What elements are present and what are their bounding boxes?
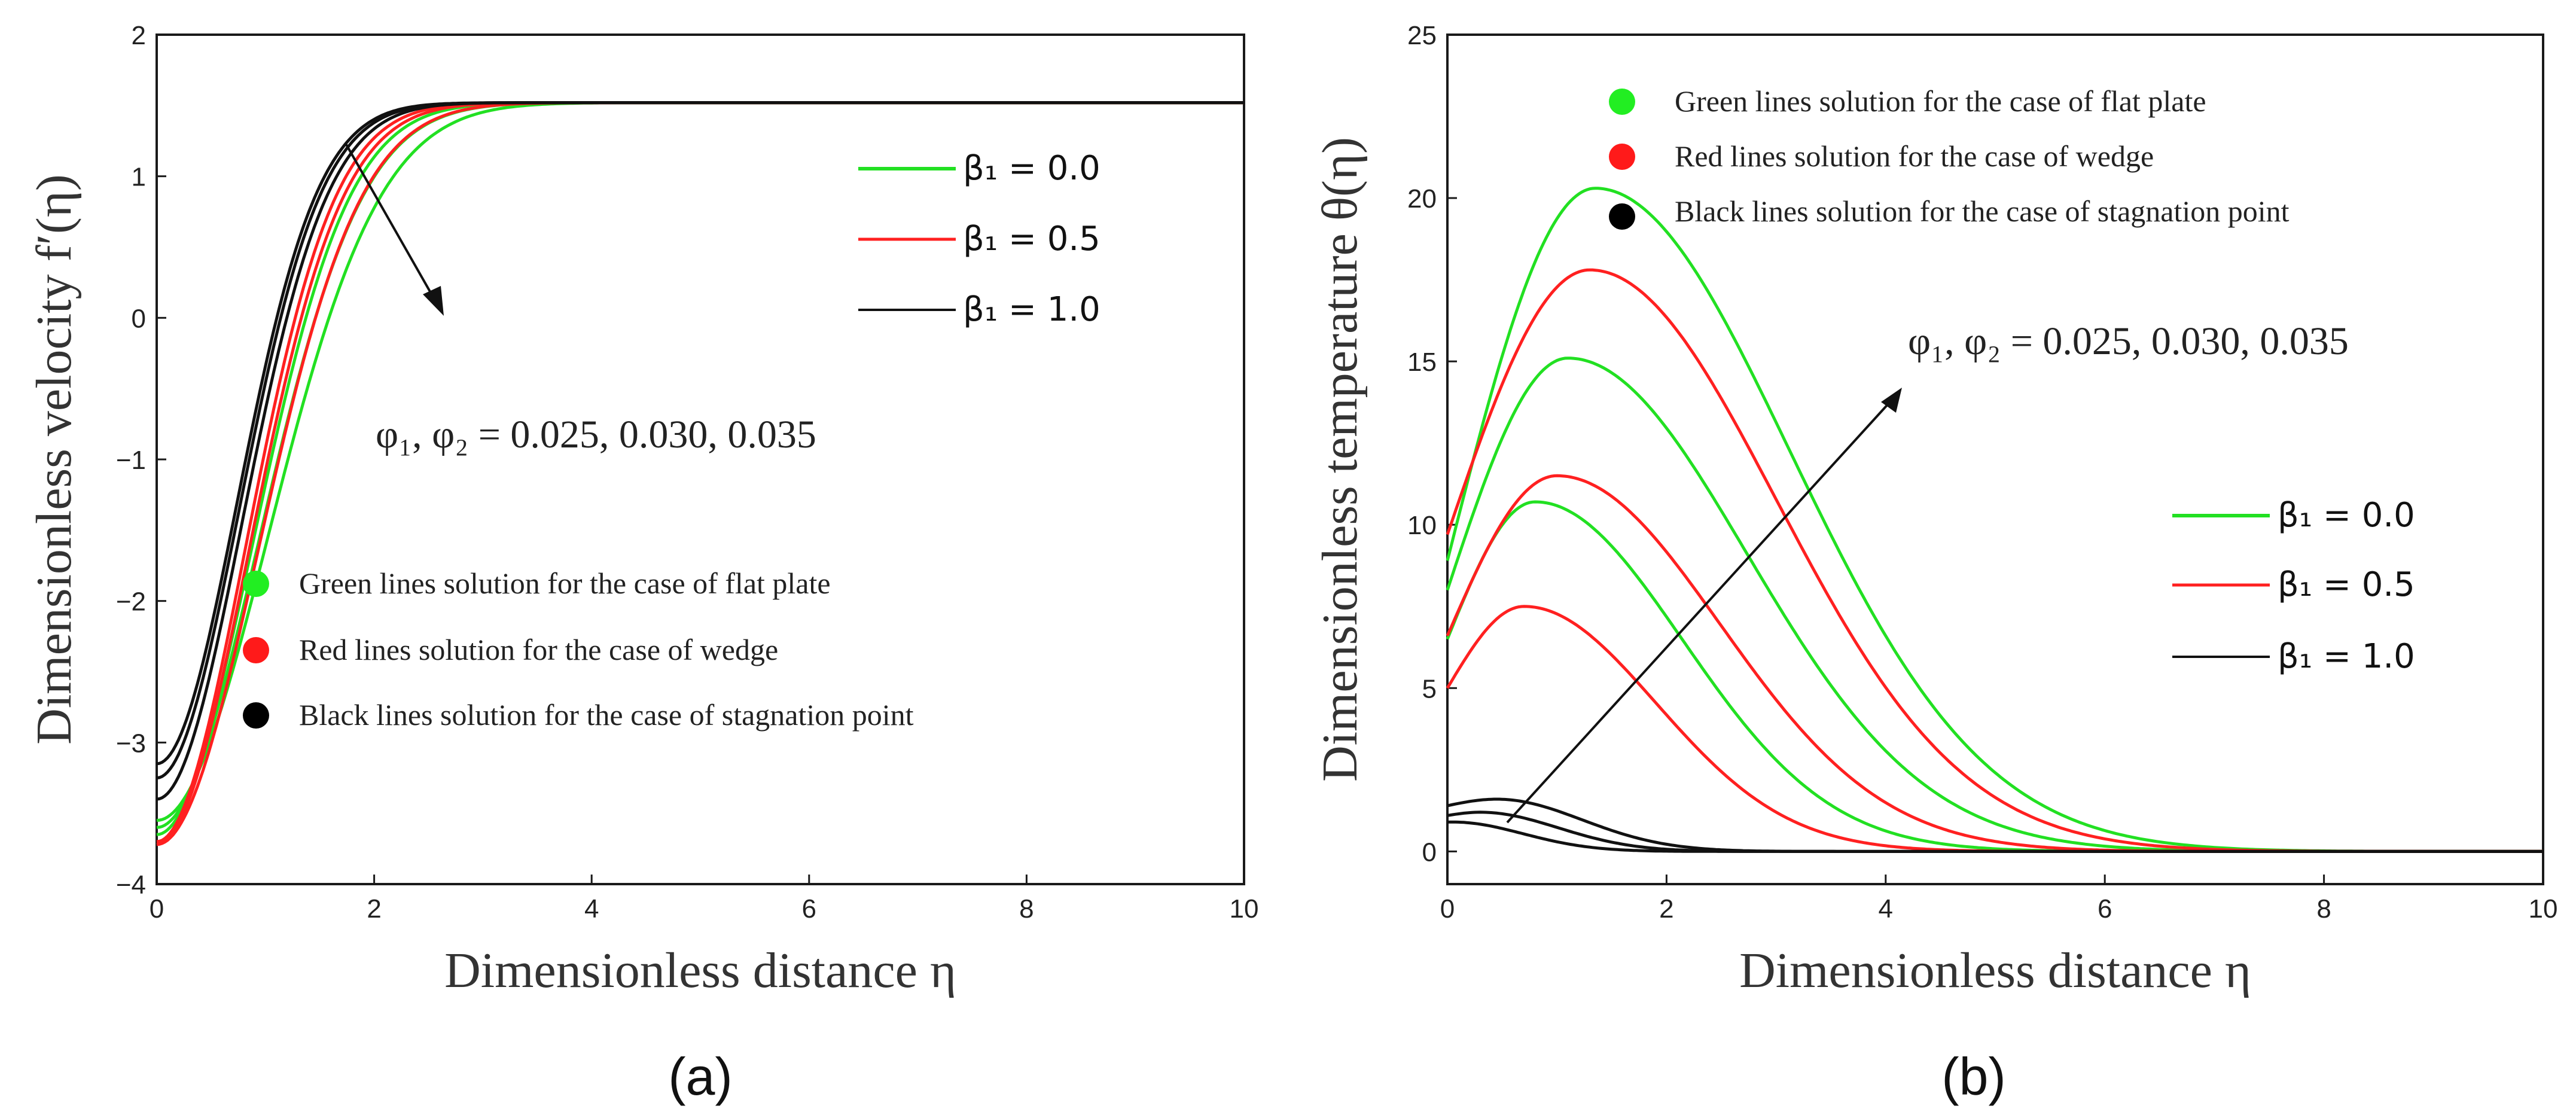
trend-arrow-a <box>345 143 444 316</box>
axis-ticks-a: 0 2 4 6 8 10 −4 −3 −2 −1 0 1 2 <box>116 21 1259 924</box>
axis-ticks-b: 0 2 4 6 8 10 0 5 10 15 20 25 <box>1407 21 2557 924</box>
x-tick-label: 4 <box>1879 894 1893 924</box>
y-axis-label-b: Dimensionless temperature θ(η) <box>1312 137 1368 782</box>
line-legend-a: β₁ = 0.0 β₁ = 0.5 β₁ = 1.0 <box>858 149 1100 329</box>
phi-annotation-b: φ₁, φ₂ = 0.025, 0.030, 0.035 <box>1908 319 2349 363</box>
series-group-a <box>156 101 1244 846</box>
plot-frame-b <box>1446 33 2544 885</box>
series-line-black-3 <box>1447 797 2543 853</box>
y-axis-label-a: Dimensionless velocity f′(η) <box>26 174 82 744</box>
x-axis-label-b: Dimensionless distance η <box>1739 943 2251 998</box>
y-tick-label: 15 <box>1407 348 1437 377</box>
x-tick-label: 2 <box>1659 894 1673 924</box>
series-line-black-3 <box>156 101 1244 801</box>
legend-label-beta-05: β₁ = 0.5 <box>963 220 1100 258</box>
legend-label-beta-1-b: β₁ = 1.0 <box>2278 637 2415 676</box>
phi-annotation-a: φ₁, φ₂ = 0.025, 0.030, 0.035 <box>376 413 816 456</box>
y-tick-label: 25 <box>1407 21 1437 50</box>
y-tick-label: 0 <box>1422 837 1437 867</box>
x-tick-label: 2 <box>367 894 381 924</box>
x-tick-label: 4 <box>584 894 599 924</box>
legend-dot-green-b <box>1609 89 1635 115</box>
legend-label-beta-0: β₁ = 0.0 <box>963 149 1100 188</box>
legend-dot-green-a <box>243 571 269 597</box>
y-tick-label: −2 <box>116 587 146 617</box>
trend-arrow-b <box>1506 388 1902 824</box>
legend-dot-label-flat-plate-a: Green lines solution for the case of fla… <box>299 566 831 600</box>
legend-dot-black-a <box>243 702 269 729</box>
dot-legend-b: Green lines solution for the case of fla… <box>1609 84 2290 230</box>
chart-a: 0 2 4 6 8 10 −4 −3 −2 −1 0 1 2 φ₁, φ₂ = 0.025, 0.030… <box>26 21 1258 1106</box>
x-tick-label: 10 <box>1230 894 1259 924</box>
line-legend-b: β₁ = 0.0 β₁ = 0.5 β₁ = 1.0 <box>2172 496 2415 676</box>
legend-label-beta-0-b: β₁ = 0.0 <box>2278 496 2415 535</box>
dot-legend-a: Green lines solution for the case of fla… <box>243 566 914 732</box>
x-tick-label: 8 <box>2316 894 2331 924</box>
y-tick-label: 2 <box>132 21 146 50</box>
x-tick-label: 0 <box>150 894 164 924</box>
y-tick-label: 20 <box>1407 184 1437 214</box>
panel-label-b: (b) <box>1941 1047 2006 1106</box>
y-tick-label: −1 <box>116 446 146 475</box>
x-tick-label: 8 <box>1019 894 1034 924</box>
legend-label-beta-1: β₁ = 1.0 <box>963 290 1100 329</box>
legend-dot-label-flat-plate-b: Green lines solution for the case of fla… <box>1675 84 2206 118</box>
x-tick-label: 6 <box>802 894 816 924</box>
legend-dot-label-stagnation-b: Black lines solution for the case of sta… <box>1675 194 2290 228</box>
series-group-b <box>1446 187 2543 853</box>
legend-dot-label-wedge-b: Red lines solution for the case of wedge <box>1675 139 2154 173</box>
x-tick-label: 6 <box>2098 894 2112 924</box>
legend-dot-label-stagnation-a: Black lines solution for the case of sta… <box>299 698 914 732</box>
panel-label-a: (a) <box>668 1047 733 1106</box>
legend-dot-red-a <box>243 637 269 663</box>
legend-dot-red-b <box>1609 144 1635 170</box>
legend-label-beta-05-b: β₁ = 0.5 <box>2278 565 2415 604</box>
y-tick-label: 10 <box>1407 511 1437 540</box>
y-tick-label: 0 <box>132 304 146 333</box>
y-tick-label: −4 <box>116 870 146 900</box>
chart-b: 0 2 4 6 8 10 0 5 10 15 20 25 φ₁, φ₂ = 0.025, 0.030,… <box>1312 21 2557 1106</box>
x-tick-label: 10 <box>2529 894 2558 924</box>
legend-dot-label-wedge-a: Red lines solution for the case of wedge <box>299 633 778 666</box>
legend-dot-black-b <box>1609 203 1635 230</box>
x-axis-label-a: Dimensionless distance η <box>444 943 956 998</box>
y-tick-label: 5 <box>1422 674 1437 703</box>
y-tick-label: 1 <box>132 163 146 192</box>
y-tick-label: −3 <box>116 729 146 758</box>
x-tick-label: 0 <box>1440 894 1455 924</box>
